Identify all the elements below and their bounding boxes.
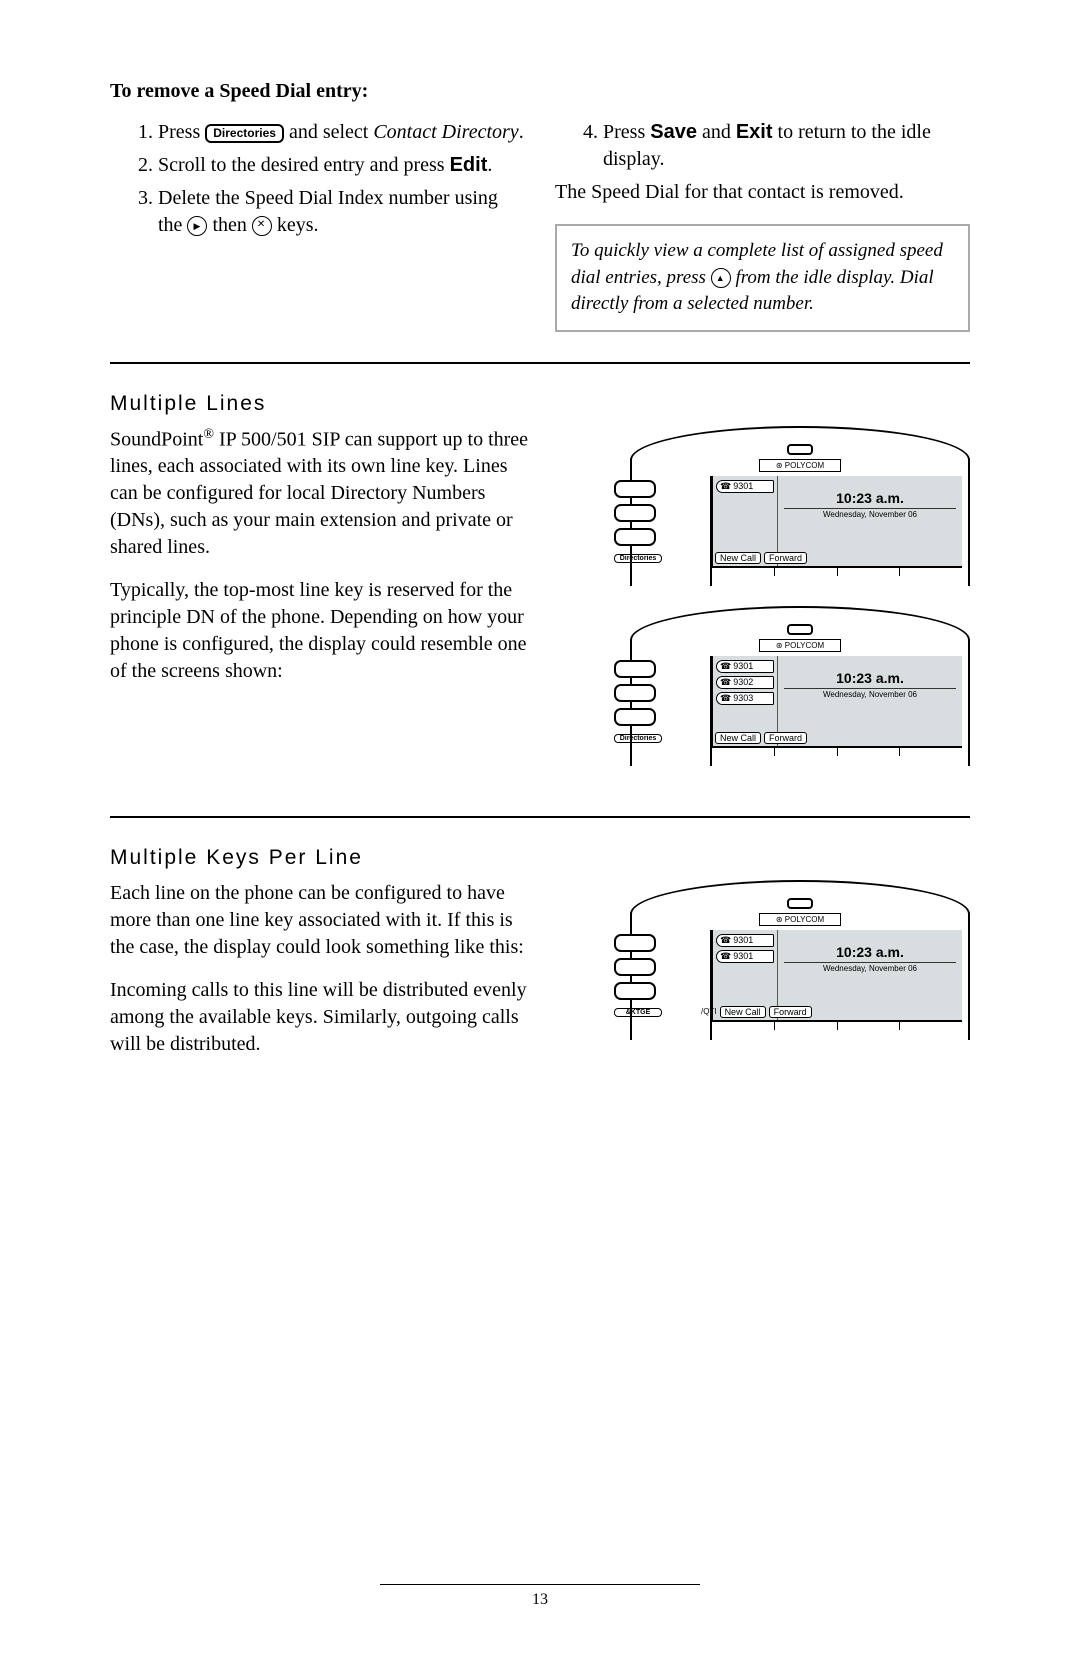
step-1: Press Directories and select Contact Dir… <box>158 119 525 146</box>
softkey-newcall: New Call <box>715 552 761 564</box>
lcd-date: Wednesday, November 06 <box>784 962 956 973</box>
phone-diagram-multi-keys: ⊛ POLYCOM &KTGE ☎9301 ☎ <box>630 880 970 1040</box>
line-key-3 <box>614 528 656 546</box>
page-number: 13 <box>532 1591 548 1608</box>
delete-key-icon <box>252 216 272 236</box>
speaker-icon <box>787 898 813 909</box>
multiple-keys-text: Each line on the phone can be configured… <box>110 880 540 1074</box>
line-label-2: ☎9301 <box>716 950 774 963</box>
line-key-2 <box>614 958 656 976</box>
step-3: Delete the Speed Dial Index number using… <box>158 185 525 239</box>
phone-diagram-single-line: ⊛ POLYCOM Directories ☎9301 <box>630 426 970 586</box>
line-key-2 <box>614 504 656 522</box>
softkey-newcall: New Call <box>715 732 761 744</box>
line-label-3: ☎9303 <box>716 692 774 705</box>
step-2: Scroll to the desired entry and press Ed… <box>158 152 525 179</box>
speaker-icon <box>787 624 813 635</box>
line-label-1: ☎9301 <box>716 934 774 947</box>
line-key-3 <box>614 982 656 1000</box>
line-label-1: ☎9301 <box>716 660 774 673</box>
lcd-date: Wednesday, November 06 <box>784 688 956 699</box>
removed-text: The Speed Dial for that contact is remov… <box>555 179 970 206</box>
right-arrow-key-icon <box>187 216 207 236</box>
softkey-forward: Forward <box>769 1006 812 1018</box>
line-label-1: ☎9301 <box>716 480 774 493</box>
softkey-forward: Forward <box>764 732 807 744</box>
polycom-logo: ⊛ POLYCOM <box>759 459 841 472</box>
softkey-newcall: New Call <box>720 1006 766 1018</box>
softkey-forward: Forward <box>764 552 807 564</box>
line-key-3 <box>614 708 656 726</box>
lcd-time: 10:23 a.m. <box>778 490 962 506</box>
line-key-1 <box>614 934 656 952</box>
phone-diagram-three-lines: ⊛ POLYCOM Directories ☎9301 <box>630 606 970 766</box>
polycom-logo: ⊛ POLYCOM <box>759 639 841 652</box>
divider <box>110 816 970 818</box>
lcd-time: 10:23 a.m. <box>778 670 962 686</box>
bktge-hardkey: &KTGE <box>614 1008 662 1017</box>
polycom-logo: ⊛ POLYCOM <box>759 913 841 926</box>
remove-heading: To remove a Speed Dial entry: <box>110 80 970 103</box>
directories-button-icon: Directories <box>205 124 284 143</box>
lcd-date: Wednesday, November 06 <box>784 508 956 519</box>
right-column: Press Save and Exit to return to the idl… <box>555 113 970 332</box>
line-label-2: ☎9302 <box>716 676 774 689</box>
page-footer: 13 <box>0 1584 1080 1609</box>
line-key-2 <box>614 684 656 702</box>
divider <box>110 362 970 364</box>
line-key-1 <box>614 480 656 498</box>
multiple-lines-text: SoundPoint® IP 500/501 SIP can support u… <box>110 426 540 766</box>
tip-box: To quickly view a complete list of assig… <box>555 224 970 332</box>
speaker-icon <box>787 444 813 455</box>
lcd-time: 10:23 a.m. <box>778 944 962 960</box>
multiple-keys-heading: Multiple Keys Per Line <box>110 846 970 870</box>
step-4: Press Save and Exit to return to the idl… <box>603 119 970 173</box>
up-arrow-key-icon <box>711 268 731 288</box>
left-column: Press Directories and select Contact Dir… <box>110 113 525 332</box>
directories-hardkey: Directories <box>614 554 662 563</box>
directories-hardkey: Directories <box>614 734 662 743</box>
multiple-lines-heading: Multiple Lines <box>110 392 970 416</box>
line-key-1 <box>614 660 656 678</box>
